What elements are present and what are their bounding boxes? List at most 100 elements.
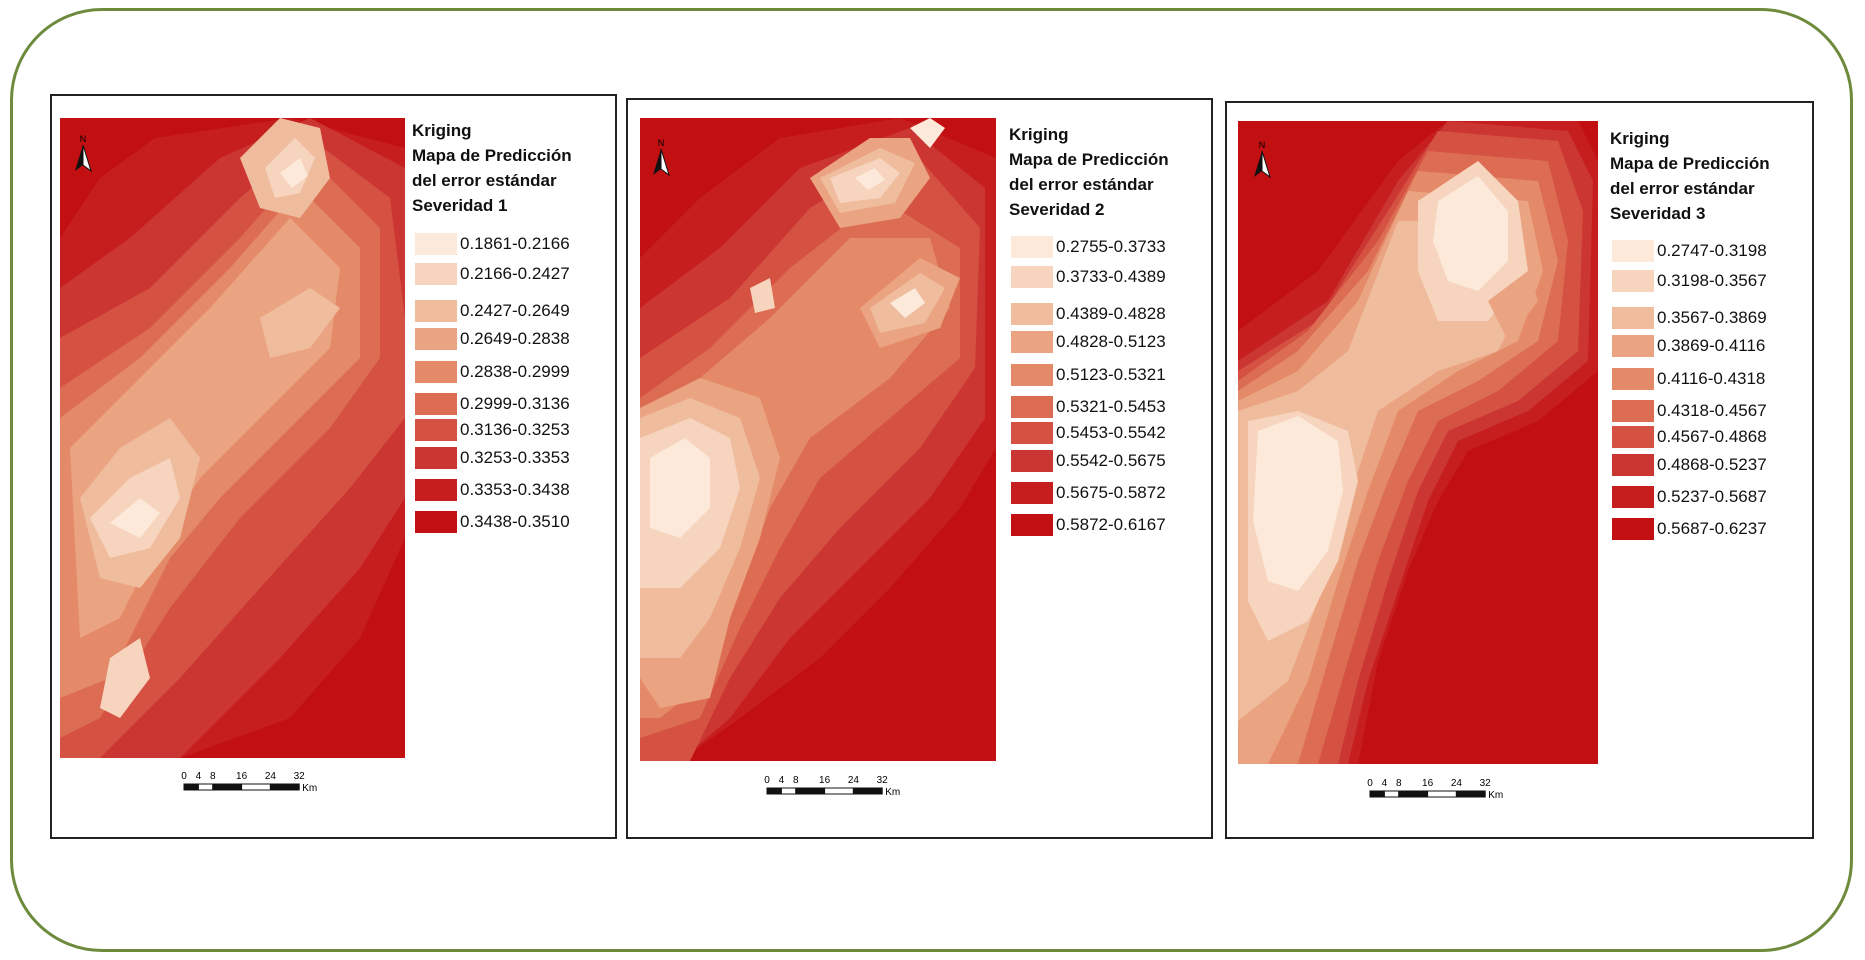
- legend-item: 0.2999-0.3136: [415, 392, 570, 416]
- scale-segment: [780, 787, 797, 795]
- legend-swatch: [1612, 307, 1654, 329]
- legend-title-line: Mapa de Predicción: [1009, 150, 1169, 169]
- scale-segment: [269, 783, 300, 791]
- legend-swatch: [1011, 303, 1053, 325]
- legend-swatch: [1612, 240, 1654, 262]
- kriging-map-2[interactable]: [640, 118, 996, 761]
- legend-swatch: [415, 479, 457, 501]
- legend-item: 0.4116-0.4318: [1612, 367, 1765, 391]
- scale-tick-label: 8: [793, 775, 799, 786]
- map-region-class-1: [855, 168, 885, 190]
- legend-swatch: [415, 419, 457, 441]
- legend-title-line: Kriging: [1009, 125, 1069, 144]
- scale-tick-label: 32: [294, 771, 306, 782]
- scale-tick-label: 0: [181, 771, 187, 782]
- map-region-class-1: [910, 118, 945, 148]
- scale-segment: [183, 783, 199, 791]
- legend-item: 0.3733-0.4389: [1011, 265, 1166, 289]
- legend-item: 0.3198-0.3567: [1612, 269, 1767, 293]
- legend-swatch: [1612, 454, 1654, 476]
- legend-item: 0.3136-0.3253: [415, 418, 570, 442]
- scale-tick-label: 4: [779, 775, 785, 786]
- legend-label: 0.5123-0.5321: [1056, 365, 1166, 384]
- legend-item: 0.5687-0.6237: [1612, 517, 1767, 541]
- kriging-map-3[interactable]: [1238, 121, 1598, 764]
- scale-segment: [1369, 790, 1385, 798]
- legend-title-line: del error estándar: [1009, 175, 1154, 194]
- legend-swatch: [1612, 270, 1654, 292]
- map-region-class-4: [1488, 271, 1538, 341]
- legend-label: 0.3136-0.3253: [460, 420, 570, 439]
- legend-title-line: del error estándar: [412, 171, 557, 190]
- north-arrow-1: N: [71, 133, 95, 177]
- scale-bar-2: 0 4 8 16 24 32 Km: [762, 772, 912, 808]
- legend-label: 0.4868-0.5237: [1657, 455, 1767, 474]
- scale-segment: [1427, 790, 1457, 798]
- legend-item: 0.2166-0.2427: [415, 262, 570, 286]
- legend-label: 0.4567-0.4868: [1657, 427, 1767, 446]
- legend-label: 0.3869-0.4116: [1657, 336, 1766, 355]
- legend-title-line: Severidad 1: [412, 196, 508, 215]
- legend-label: 0.5687-0.6237: [1657, 519, 1767, 538]
- legend-swatch: [1612, 335, 1654, 357]
- legend-item: 0.5675-0.5872: [1011, 481, 1166, 505]
- scale-tick-label: 24: [265, 771, 277, 782]
- legend-label: 0.3353-0.3438: [460, 480, 570, 499]
- scale-tick-label: 8: [1396, 778, 1402, 789]
- legend-label: 0.5542-0.5675: [1056, 451, 1166, 470]
- scale-bar-3: 0 4 8 16 24 32 Km: [1365, 775, 1515, 811]
- legend-swatch: [1011, 450, 1053, 472]
- map-region-class-1: [280, 158, 308, 188]
- legend-item: 0.3869-0.4116: [1612, 334, 1765, 358]
- legend-swatch: [415, 300, 457, 322]
- legend-label: 0.1861-0.2166: [460, 234, 570, 253]
- legend-swatch: [1011, 514, 1053, 536]
- legend-item: 0.4567-0.4868: [1612, 425, 1767, 449]
- scale-unit: Km: [885, 787, 900, 798]
- legend-swatch: [415, 233, 457, 255]
- legend-label: 0.5321-0.5453: [1056, 397, 1166, 416]
- scale-segment: [766, 787, 782, 795]
- legend-item: 0.3353-0.3438: [415, 478, 570, 502]
- map-region-class-2: [100, 638, 150, 718]
- legend-label: 0.5453-0.5542: [1056, 423, 1166, 442]
- legend-swatch: [415, 447, 457, 469]
- scale-tick-label: 8: [210, 771, 216, 782]
- north-arrow-label: N: [1259, 140, 1266, 150]
- legend-swatch: [1612, 426, 1654, 448]
- scale-tick-label: 32: [1480, 778, 1492, 789]
- scale-tick-label: 4: [196, 771, 202, 782]
- map-region-class-2: [750, 278, 775, 313]
- legend-swatch: [1011, 266, 1053, 288]
- legend-item: 0.2747-0.3198: [1612, 239, 1767, 263]
- legend-swatch: [415, 511, 457, 533]
- legend-item: 0.5542-0.5675: [1011, 449, 1166, 473]
- north-arrow-label: N: [658, 138, 665, 148]
- legend-item: 0.5123-0.5321: [1011, 363, 1166, 387]
- legend-swatch: [415, 263, 457, 285]
- legend-title-line: Kriging: [412, 121, 472, 140]
- legend-label: 0.4389-0.4828: [1056, 304, 1166, 323]
- legend-swatch: [1612, 518, 1654, 540]
- scale-unit: Km: [302, 783, 317, 794]
- legend-title-3: Kriging Mapa de Predicción del error est…: [1610, 126, 1770, 226]
- legend-title-line: Mapa de Predicción: [1610, 154, 1770, 173]
- legend-label: 0.3253-0.3353: [460, 448, 570, 467]
- scale-segment: [212, 783, 243, 791]
- scale-tick-label: 0: [764, 775, 770, 786]
- legend-item: 0.1861-0.2166: [415, 232, 570, 256]
- legend-title-line: del error estándar: [1610, 179, 1755, 198]
- kriging-map-1[interactable]: [60, 118, 405, 758]
- legend-title-line: Severidad 3: [1610, 204, 1706, 223]
- legend-title-line: Severidad 2: [1009, 200, 1105, 219]
- scale-tick-label: 32: [877, 775, 889, 786]
- legend-label: 0.2747-0.3198: [1657, 241, 1767, 260]
- legend-item: 0.5237-0.5687: [1612, 485, 1767, 509]
- scale-tick-label: 4: [1382, 778, 1388, 789]
- scale-segment: [795, 787, 826, 795]
- legend-title-2: Kriging Mapa de Predicción del error est…: [1009, 122, 1169, 222]
- scale-segment: [197, 783, 214, 791]
- legend-swatch: [1612, 368, 1654, 390]
- legend-title-1: Kriging Mapa de Predicción del error est…: [412, 118, 572, 218]
- map-region-class-1: [890, 288, 925, 318]
